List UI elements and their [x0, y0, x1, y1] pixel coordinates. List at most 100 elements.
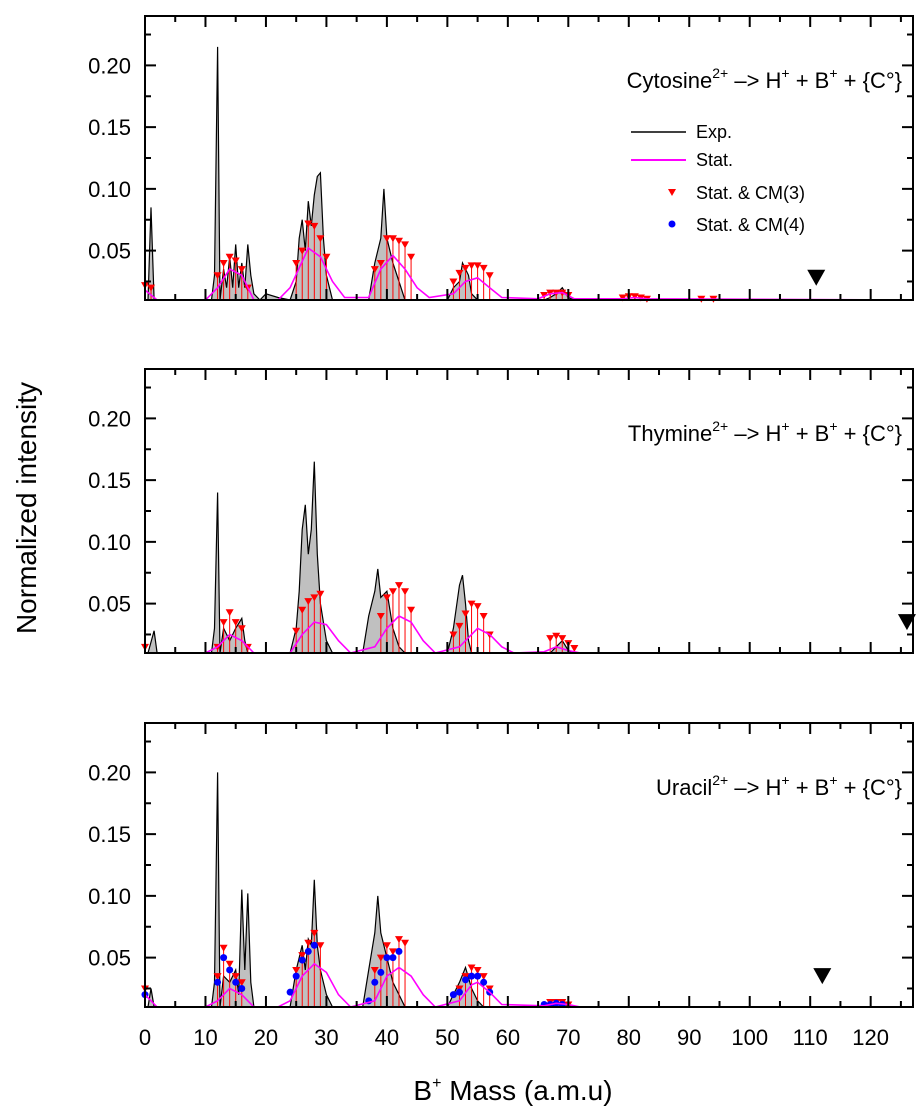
cm3-point	[237, 625, 246, 633]
cm4-point	[220, 954, 228, 962]
title-text: Uracil	[656, 775, 712, 800]
title-text: –> H	[728, 775, 781, 800]
cm3-point	[467, 600, 476, 608]
cm3-point	[304, 220, 313, 228]
cm4-point	[304, 947, 312, 955]
x-tick-label: 100	[731, 1025, 768, 1050]
x-tick-label: 70	[556, 1025, 580, 1050]
x-tick-label: 50	[435, 1025, 459, 1050]
cm3-point	[449, 278, 458, 286]
cm3-point	[298, 952, 307, 960]
cm3-point	[376, 954, 385, 962]
cm3-point	[461, 610, 470, 618]
x-tick-label: 60	[496, 1025, 520, 1050]
cm3-point	[570, 645, 579, 653]
cm3-point	[147, 284, 156, 292]
x-axis-label: B+ Mass (a.m.u)	[413, 1075, 612, 1106]
title-superscript: +	[829, 65, 837, 81]
cm3-point	[213, 973, 222, 981]
cm3-point	[316, 590, 325, 598]
title-superscript: 2+	[712, 772, 728, 788]
cm3-point	[298, 606, 307, 614]
cm3-point	[304, 939, 313, 947]
y-tick-label: 0.10	[88, 177, 131, 202]
cm4-point	[395, 947, 403, 955]
y-tick-label: 0.05	[88, 592, 131, 617]
legend-label: Stat. & CM(4)	[696, 215, 805, 235]
y-tick-label: 0.05	[88, 946, 131, 971]
cm4-point	[214, 978, 222, 986]
cm3-point	[292, 627, 301, 635]
legend-label: Stat. & CM(3)	[696, 183, 805, 203]
title-superscript: +	[829, 772, 837, 788]
cm3-point	[304, 598, 313, 606]
cm4-point	[462, 976, 470, 984]
cm3-point	[310, 929, 319, 937]
cm4-point	[292, 972, 300, 980]
cm3-point	[382, 235, 391, 243]
cm3-point	[467, 262, 476, 270]
x-tick-label: 10	[193, 1025, 217, 1050]
exp-area	[148, 772, 575, 1007]
title-text: –> H	[728, 421, 781, 446]
cm3-point	[455, 622, 464, 630]
y-tick-label: 0.10	[88, 530, 131, 555]
panel-frame	[144, 722, 914, 1008]
title-text: + {C°}	[838, 68, 902, 93]
cm3-point	[231, 257, 240, 265]
exp-line	[147, 461, 575, 654]
cm3-point	[219, 944, 228, 952]
cm3-point	[552, 632, 561, 640]
title-superscript: +	[781, 772, 789, 788]
cm4-point	[449, 991, 457, 999]
exp-area	[148, 461, 575, 653]
cm3-point	[473, 966, 482, 974]
title-text: + B	[790, 775, 830, 800]
cm3-point	[467, 964, 476, 972]
x-axis-label-main: B	[413, 1075, 432, 1106]
cm3-point	[473, 603, 482, 611]
limit-marker	[813, 968, 832, 985]
cm3-point	[298, 247, 307, 255]
y-tick-label: 0.15	[88, 468, 131, 493]
cm3-point	[461, 264, 470, 272]
stat-curve	[144, 246, 914, 301]
title-superscript: 2+	[712, 65, 728, 81]
title-text: + B	[790, 68, 830, 93]
cm3-point	[449, 631, 458, 639]
legend-cm4-swatch	[668, 220, 676, 228]
cm4-point	[286, 988, 294, 996]
cm3-point	[479, 264, 488, 272]
legend-cm3-swatch	[668, 189, 676, 196]
x-tick-label: 90	[677, 1025, 701, 1050]
cm4-point	[310, 941, 318, 949]
panel-title: Cytosine2+ –> H+ + B+ + {C°}	[627, 65, 902, 93]
exp-line	[147, 772, 575, 1008]
x-tick-label: 110	[793, 1025, 828, 1050]
cm3-point	[394, 582, 403, 590]
cm3-point	[292, 259, 301, 267]
panel-frame	[144, 368, 914, 654]
x-axis-label-rest: Mass (a.m.u)	[441, 1075, 612, 1106]
cm3-point	[546, 635, 555, 643]
y-tick-label: 0.15	[88, 822, 131, 847]
cm3-point	[292, 966, 301, 974]
exp-area	[148, 46, 575, 301]
cm4-point	[298, 956, 306, 964]
cm3-point	[370, 966, 379, 974]
title-text: + B	[790, 421, 830, 446]
cm3-point	[382, 942, 391, 950]
title-superscript: 2+	[712, 418, 728, 434]
cm4-point	[232, 978, 240, 986]
cm3-point	[316, 942, 325, 950]
panel-title: Uracil2+ –> H+ + B+ + {C°}	[656, 772, 902, 800]
x-axis-label-sup: +	[432, 1075, 441, 1092]
cm3-point	[225, 960, 234, 968]
cm3-point	[322, 253, 331, 261]
cm3-point	[388, 235, 397, 243]
cm4-point	[383, 954, 391, 962]
cm3-point	[485, 272, 494, 280]
limit-marker	[897, 614, 916, 631]
